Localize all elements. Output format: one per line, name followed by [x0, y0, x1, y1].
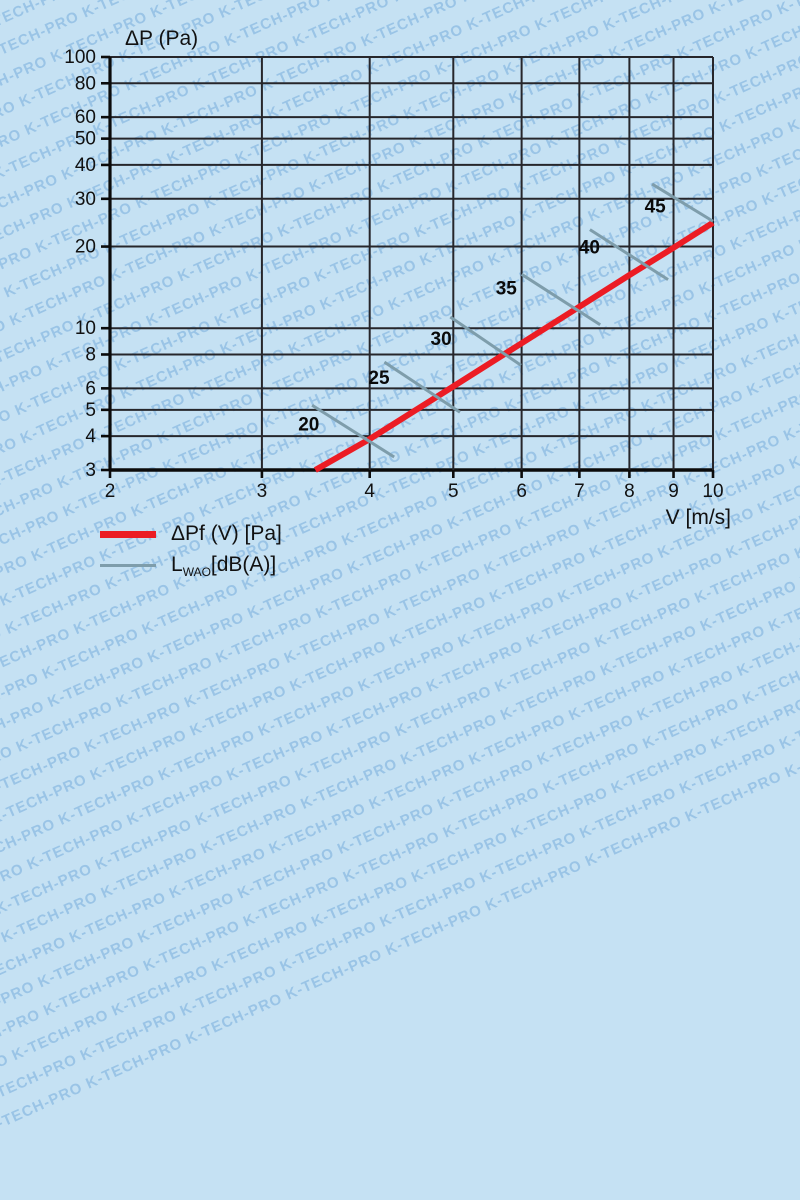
x-tick-label: 4: [364, 481, 375, 502]
legend-label-noise-unit: [dB(A)]: [210, 553, 277, 576]
x-tick-label: 7: [574, 481, 585, 502]
noise-level-line: [383, 360, 461, 414]
x-axis-title: V [m/s]: [666, 506, 731, 529]
legend-label-noise-symbol: L: [171, 553, 183, 576]
legend-label-noise-subscript: WAO: [182, 565, 211, 580]
legend-label-pressure: ΔPf (V) [Pa]: [171, 522, 282, 545]
y-tick-label: 60: [75, 107, 96, 128]
pressure-line-swatch: [100, 530, 156, 538]
legend-label-noise: LWAO[dB(A)]: [171, 552, 276, 578]
grid-layer: [101, 55, 715, 478]
noise-level-line: [589, 228, 669, 281]
noise-level-line: [449, 315, 522, 367]
x-tick-label: 3: [257, 481, 268, 502]
noise-level-line: [311, 403, 395, 459]
y-tick-label: 100: [64, 47, 96, 68]
y-tick-label: 4: [85, 426, 96, 447]
noise-line-swatch: [100, 563, 156, 567]
y-tick-label: 3: [85, 460, 96, 481]
noise-level-label: 25: [368, 368, 390, 389]
x-tick-label: 6: [516, 481, 527, 502]
y-tick-label: 10: [75, 318, 96, 339]
noise-level-label: 45: [645, 196, 667, 217]
y-tick-label: 6: [85, 378, 96, 399]
noise-level-label: 35: [496, 279, 518, 300]
noise-level-line: [520, 273, 601, 326]
legend: ΔPf (V) [Pa] LWAO[dB(A)]: [100, 521, 282, 578]
y-tick-label: 30: [75, 189, 96, 210]
y-tick-label: 8: [85, 344, 96, 365]
x-tick-label: 10: [702, 481, 723, 502]
x-tick-label: 2: [105, 481, 116, 502]
x-tick-label: 9: [668, 481, 679, 502]
noise-level-label: 40: [579, 238, 600, 259]
y-tick-label: 5: [85, 400, 96, 421]
x-tick-label: 8: [624, 481, 635, 502]
noise-level-label: 20: [298, 415, 319, 436]
noise-level-line: [651, 182, 714, 223]
y-axis-title: ΔP (Pa): [125, 27, 198, 50]
y-tick-label: 20: [75, 237, 96, 258]
y-tick-label: 80: [75, 73, 96, 94]
y-tick-label: 50: [75, 129, 96, 150]
noise-level-label: 30: [431, 329, 452, 350]
legend-item-noise: LWAO[dB(A)]: [100, 552, 282, 578]
watermark-text: K-TECH-PRO K-TECH-PRO K-TECH-PRO K-TECH-…: [0, 501, 800, 1181]
series-layer: 20 25 30 35 40 45: [298, 182, 715, 473]
legend-item-pressure: ΔPf (V) [Pa]: [100, 521, 282, 547]
x-tick-label: 5: [448, 481, 459, 502]
pressure-curve: [313, 220, 715, 473]
y-tick-label: 40: [75, 155, 96, 176]
